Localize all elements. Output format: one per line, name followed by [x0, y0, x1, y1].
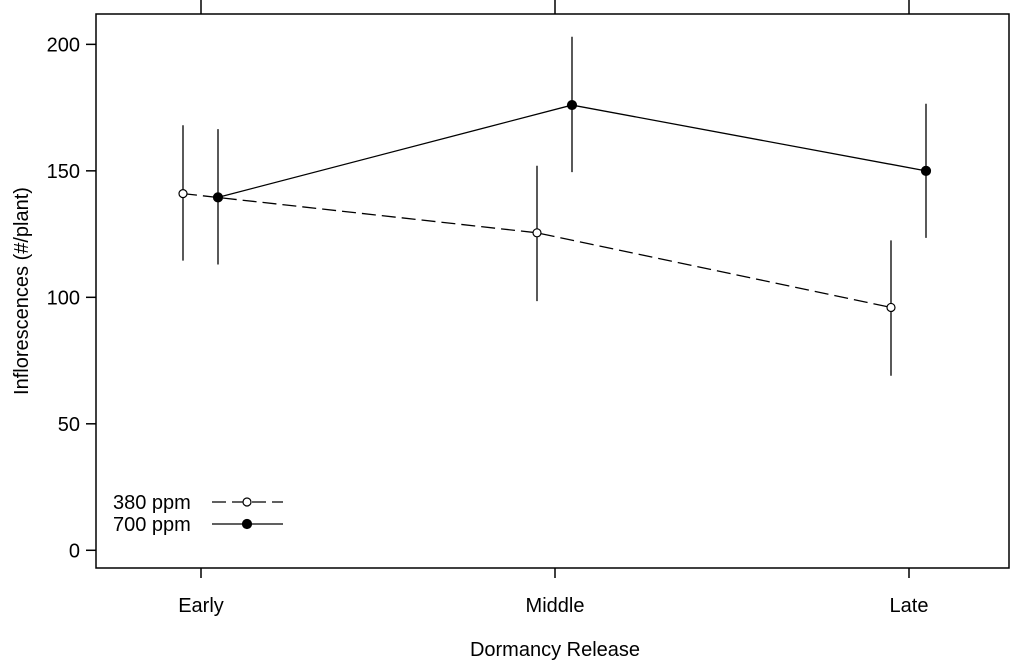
y-tick-label: 0: [69, 540, 80, 562]
legend-label: 700 ppm: [113, 514, 191, 536]
y-tick-label: 200: [47, 34, 80, 56]
legend-marker: [242, 497, 252, 507]
data-point: [178, 189, 188, 199]
legend-label: 380 ppm: [113, 492, 191, 514]
data-point: [920, 165, 932, 176]
data-point: [212, 192, 224, 203]
x-axis-title: Dormancy Release: [470, 639, 640, 661]
y-axis: 0 50 100 150 200: [47, 34, 96, 562]
data-point: [532, 228, 542, 238]
y-tick-label: 50: [58, 414, 80, 436]
y-tick-label: 150: [47, 161, 80, 183]
x-tick-label: Late: [890, 595, 929, 617]
x-tick-label: Early: [178, 595, 224, 617]
data-point: [886, 302, 896, 313]
data-point: [566, 99, 578, 111]
legend-marker: [241, 518, 253, 530]
x-tick-label: Middle: [526, 595, 585, 617]
series-layer: [178, 36, 932, 376]
y-axis-title: Inflorescences (#/plant): [11, 187, 33, 395]
y-tick-label: 100: [47, 287, 80, 309]
plot-frame: [95, 13, 1010, 569]
x-axis: Early Middle Late: [178, 0, 928, 617]
